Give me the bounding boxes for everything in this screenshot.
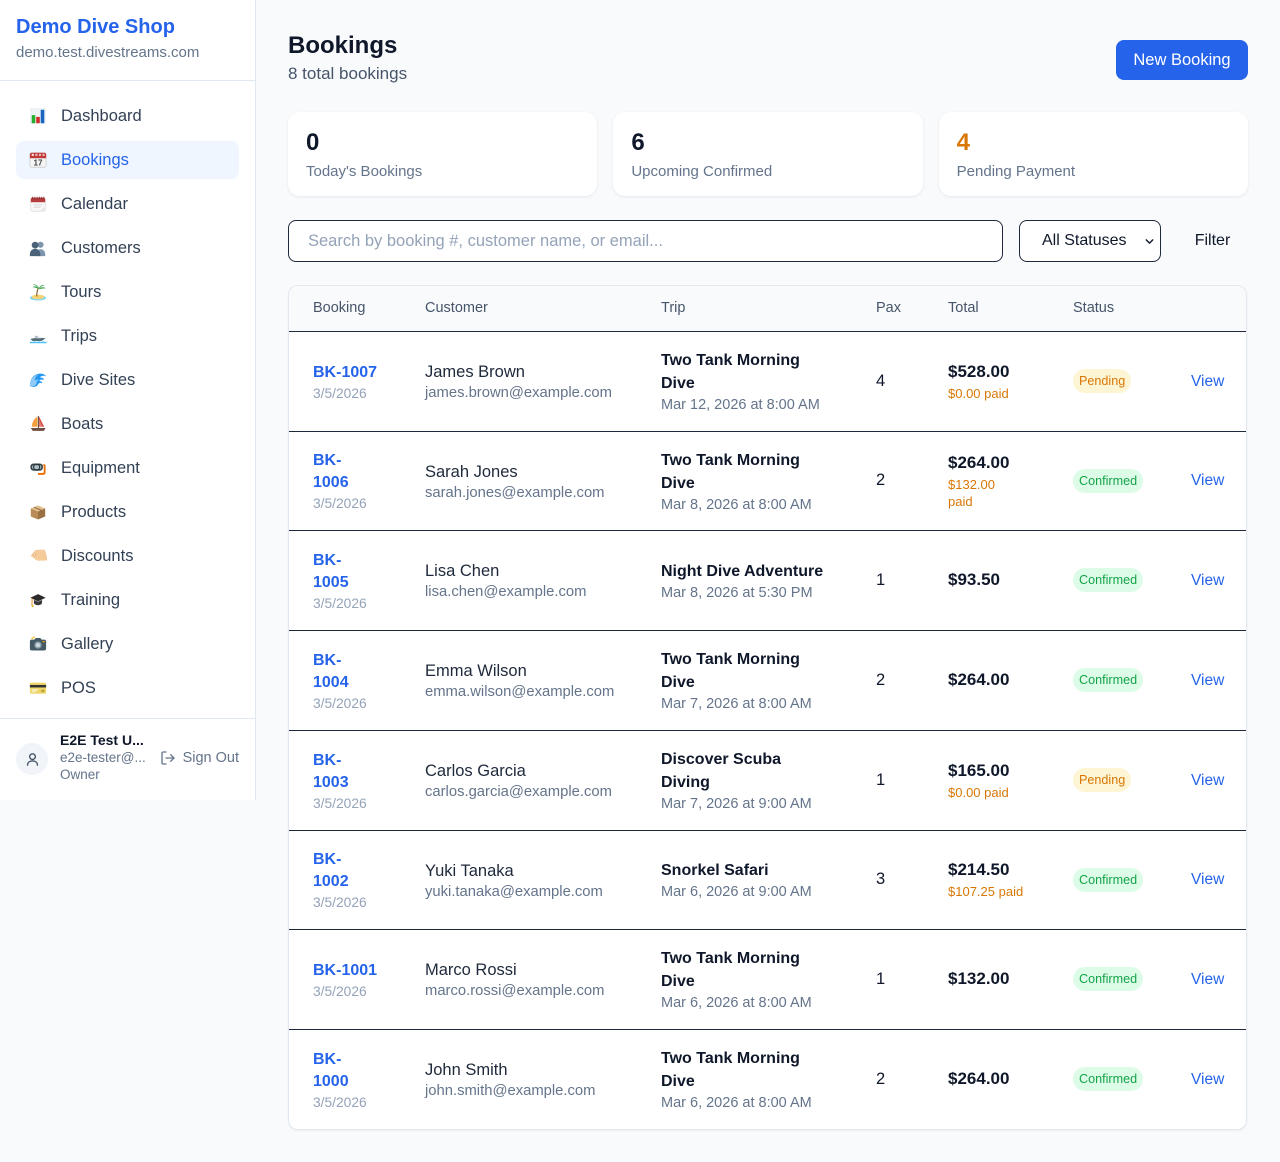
svg-text:17: 17 xyxy=(33,159,42,168)
